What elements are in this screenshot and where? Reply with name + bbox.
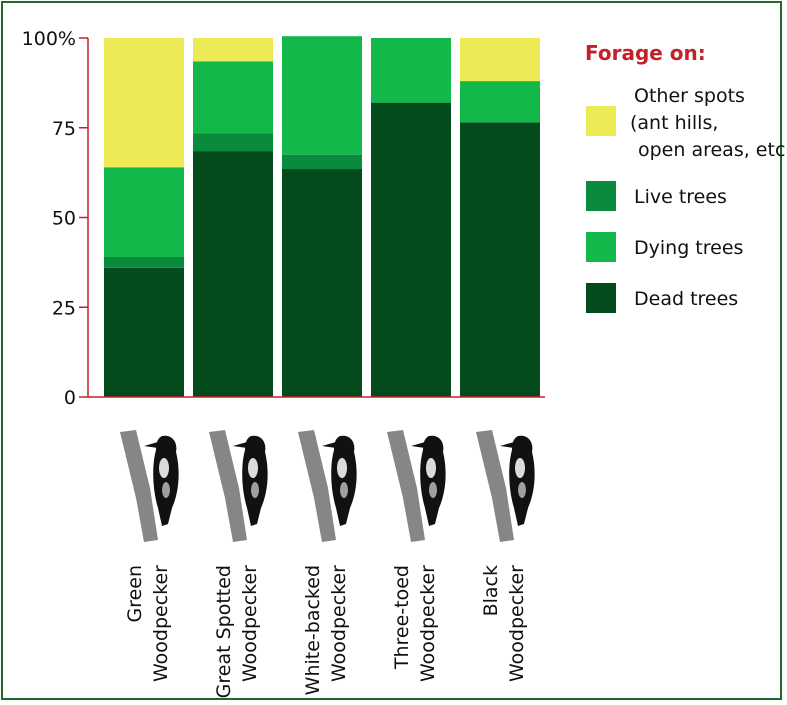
- y-tick-label: 75: [52, 118, 76, 140]
- bar-segment-dead-trees-3: [282, 169, 362, 397]
- legend-swatch: [586, 232, 616, 262]
- legend-swatch: [586, 283, 616, 313]
- woodpecker-illustrations: [120, 430, 535, 542]
- bar-segment-other-spots-2: [193, 38, 273, 62]
- bar-segment-other-spots-1: [104, 38, 184, 168]
- legend-swatch: [586, 181, 616, 211]
- legend-swatch: [586, 106, 616, 136]
- x-category-label: Green Woodpecker: [124, 565, 172, 682]
- y-tick-label: 25: [52, 297, 76, 319]
- bar-segment-dying-trees-3: [282, 154, 362, 170]
- y-tick-label: 100%: [22, 28, 76, 50]
- legend-title: Forage on:: [585, 41, 706, 65]
- woodpecker-icon: [476, 430, 535, 542]
- bar-segment-dead-trees-2: [193, 151, 273, 397]
- y-tick-label: 50: [52, 208, 76, 230]
- bar-segment-dead-trees-5: [460, 122, 540, 398]
- x-category-label: White-backed Woodpecker: [302, 565, 350, 696]
- bar-segment-live-trees-4: [371, 38, 451, 103]
- bar-segment-live-trees-2: [193, 61, 273, 134]
- bars-group: [104, 36, 540, 398]
- woodpecker-icon: [298, 430, 357, 542]
- legend-label: Live trees: [634, 186, 727, 208]
- legend-label: Dead trees: [634, 288, 738, 310]
- legend-label: Dying trees: [634, 237, 743, 259]
- category-labels: Green Woodpecker Great Spotted Woodpecker Wh…: [124, 565, 528, 699]
- x-category-label: Great Spotted Woodpecker: [213, 565, 261, 699]
- x-category-label: Black Woodpecker: [480, 565, 528, 682]
- bar-segment-dead-trees-4: [371, 102, 451, 398]
- bar-segment-live-trees-1: [104, 167, 184, 257]
- bar-segment-dying-trees-1: [104, 256, 184, 268]
- legend: Forage on: Other spots (ant hills, open are…: [585, 41, 787, 313]
- woodpecker-icon: [387, 430, 446, 542]
- y-tick-label: 0: [64, 387, 76, 409]
- legend-label: Other spots (ant hills, open areas, etc.): [630, 85, 787, 161]
- bar-segment-live-trees-5: [460, 81, 540, 123]
- woodpecker-icon: [209, 430, 268, 542]
- woodpecker-icon: [120, 430, 179, 542]
- bar-segment-other-spots-5: [460, 38, 540, 82]
- bar-segment-dead-trees-1: [104, 267, 184, 397]
- x-category-label: Three-toed Woodpecker: [391, 565, 439, 682]
- bar-segment-live-trees-3: [282, 36, 362, 155]
- bar-segment-dying-trees-2: [193, 133, 273, 152]
- axis-group: 0 25 50 75 100%: [22, 28, 545, 409]
